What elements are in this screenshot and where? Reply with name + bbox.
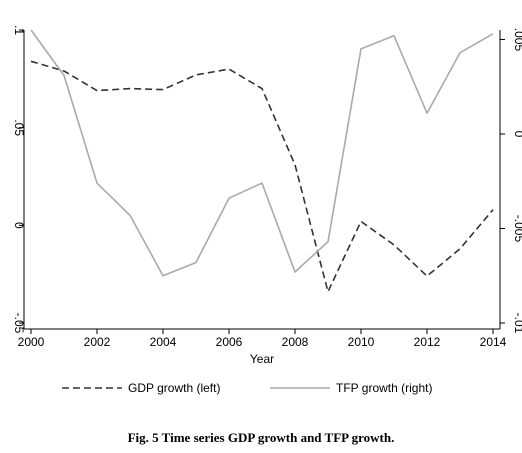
series-line-gdp (30, 60, 494, 293)
right-y-tick-label: 0 (512, 131, 522, 138)
x-tick-label: 2012 (414, 335, 441, 349)
left-y-tick-label: .05 (12, 119, 26, 136)
left-y-tick-label: .1 (12, 25, 26, 35)
legend: GDP growth (left) TFP growth (right) (62, 381, 432, 395)
axes: 2000 2002 2004 2006 2008 2010 2012 2014 Year -.05… (12, 25, 522, 366)
series-line-tfp (30, 29, 494, 277)
x-tick-label: 2006 (216, 335, 243, 349)
left-y-tick-label: 0 (12, 222, 26, 229)
right-y-tick-label: -.005 (512, 215, 522, 243)
right-y-tick-label: -.01 (512, 313, 522, 334)
series-lines (30, 29, 494, 293)
x-tick-label: 2008 (282, 335, 309, 349)
x-axis-label: Year (250, 352, 274, 366)
figure-caption: Fig. 5 Time series GDP growth and TFP gr… (127, 430, 395, 445)
left-y-tick-label: -.05 (12, 313, 26, 334)
x-tick-label: 2004 (150, 335, 177, 349)
x-tick-label: 2000 (18, 335, 45, 349)
x-tick-label: 2010 (348, 335, 375, 349)
x-tick-label: 2014 (480, 335, 507, 349)
legend-label: TFP growth (right) (336, 381, 432, 395)
x-tick-label: 2002 (84, 335, 111, 349)
legend-label: GDP growth (left) (128, 381, 220, 395)
right-y-tick-label: .005 (512, 28, 522, 52)
